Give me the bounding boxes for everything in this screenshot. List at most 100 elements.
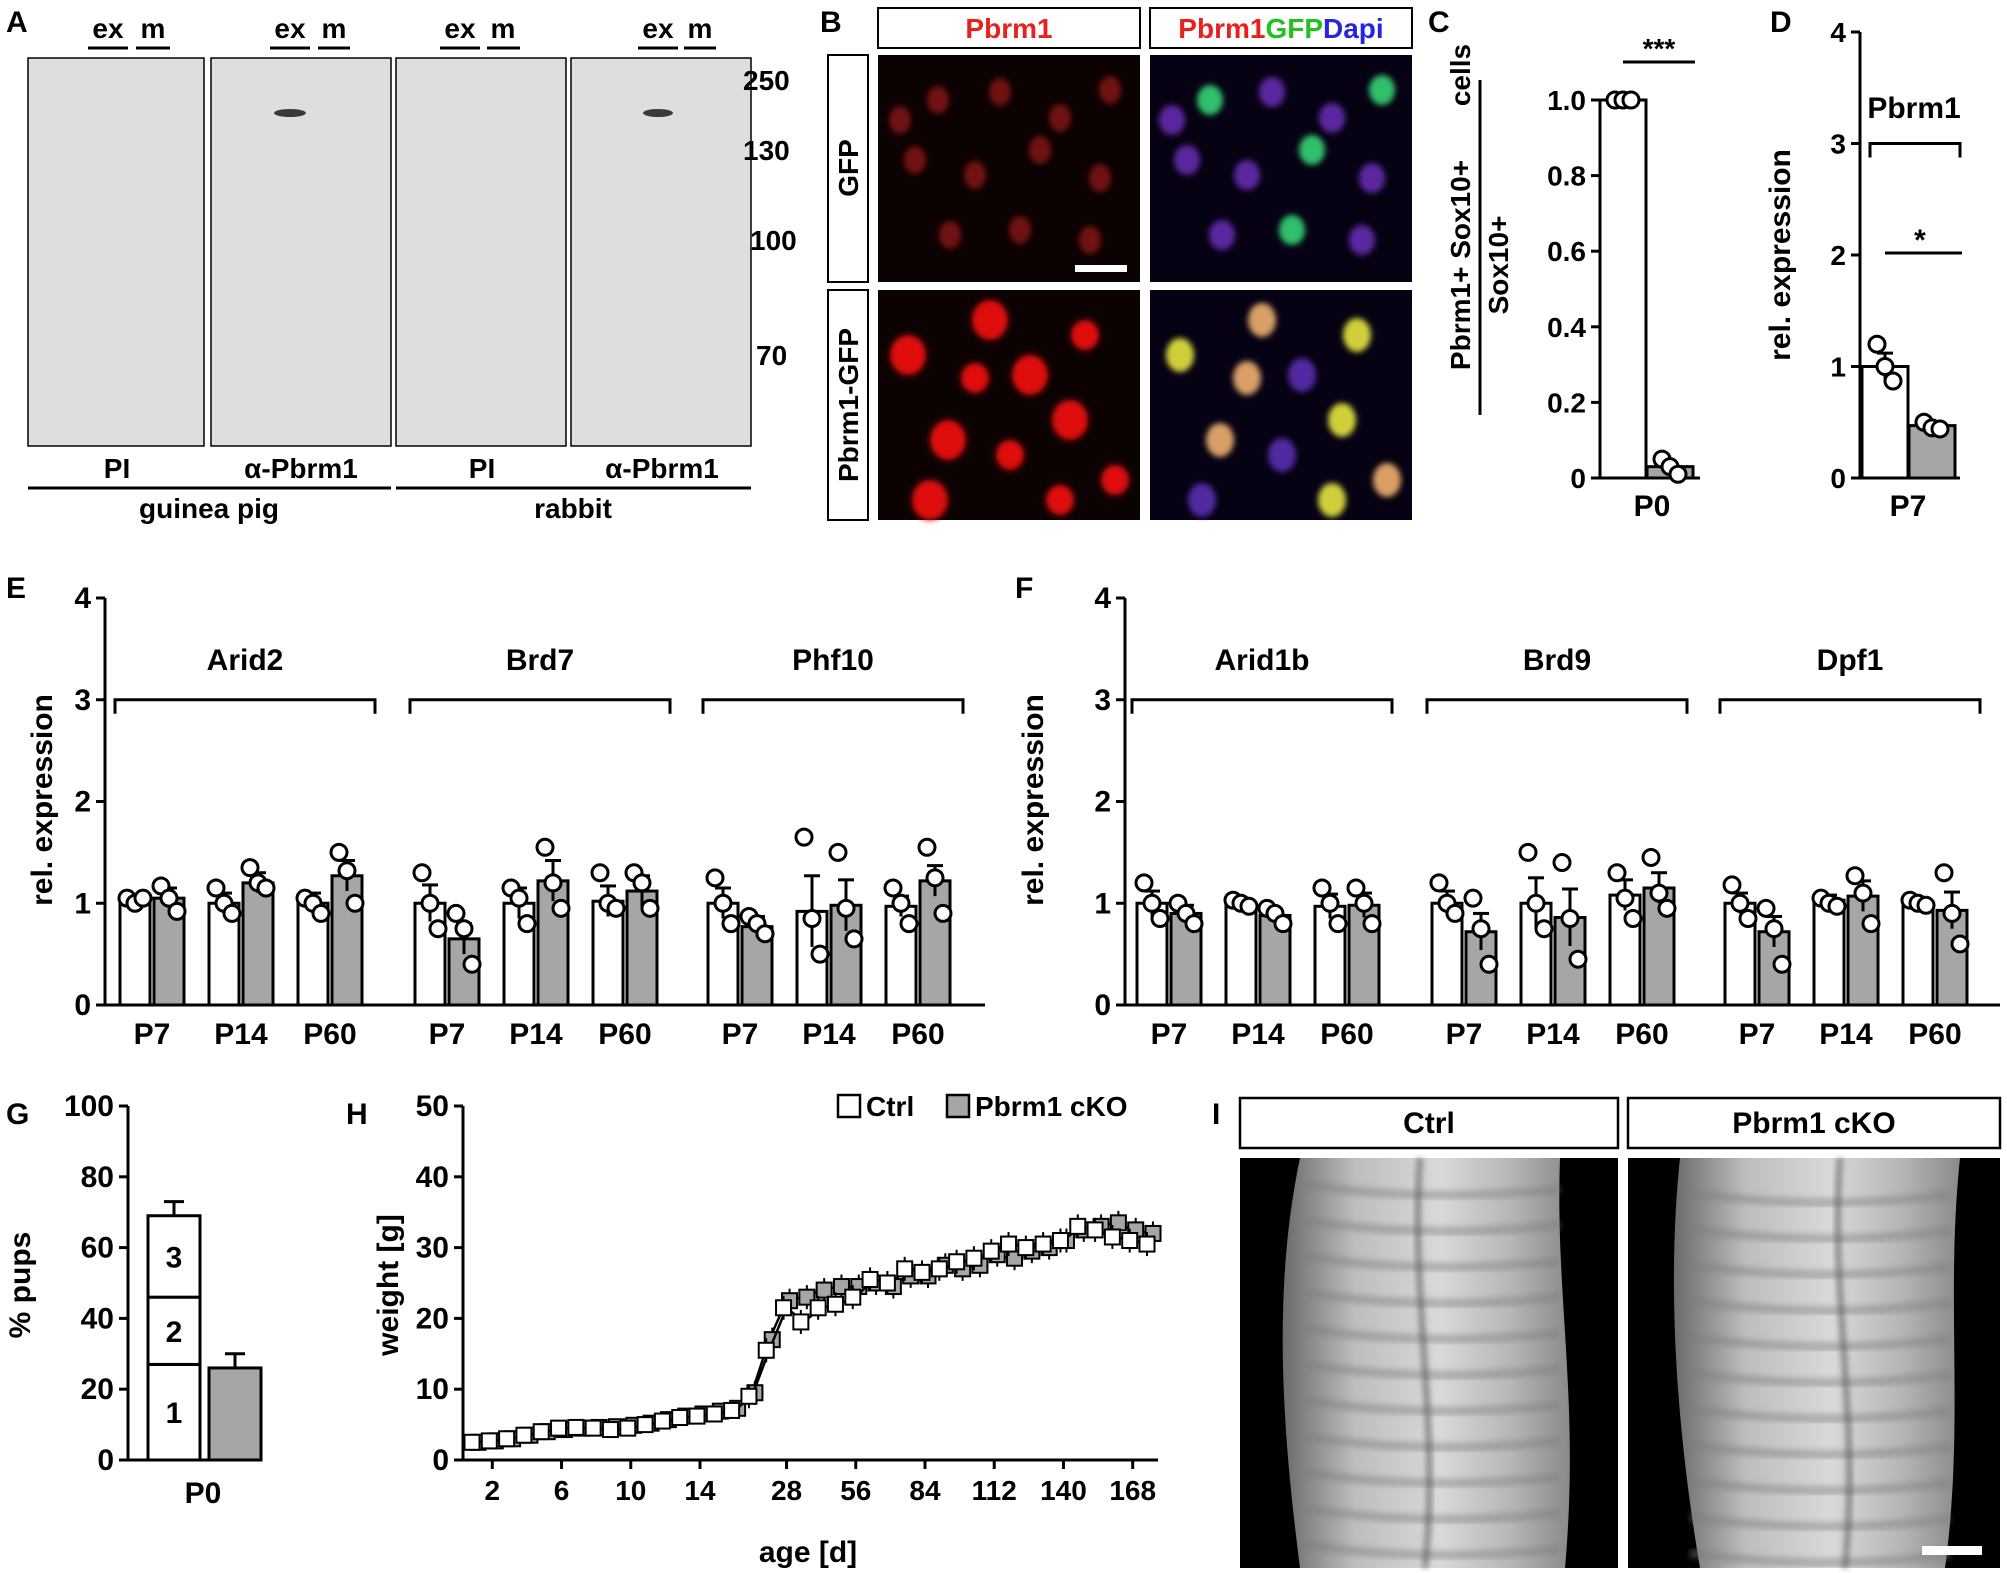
blot-strip	[395, 57, 567, 447]
x-category-label: P60	[1320, 1018, 1373, 1051]
data-point	[1142, 893, 1162, 913]
panel-a: A ex m ex m ex m ex m 250 130 100 70	[6, 6, 797, 524]
chart-d: D 0 1 2 3 4 Pbrm1 * P7 rel. expression	[1764, 6, 1962, 523]
tissue-fold	[1304, 1288, 1561, 1308]
data-point	[1346, 878, 1366, 898]
marker-label: 100	[750, 225, 797, 256]
y-tick-label: 0	[1094, 989, 1111, 1022]
x-tick-label: 14	[684, 1475, 716, 1506]
panel-label: H	[346, 1098, 368, 1131]
chart-e: E 0 1 2 3 4 rel. expression Arid2 P7 P14 P60 Brd7 P7…	[6, 572, 985, 1051]
cell-nucleus	[996, 440, 1024, 470]
blot-strip	[210, 57, 392, 447]
y-label: rel. expression	[26, 694, 59, 906]
panel-label: G	[6, 1098, 29, 1131]
tissue-fold	[1304, 1216, 1561, 1236]
data-point	[1103, 1228, 1121, 1246]
data-point	[713, 893, 733, 913]
data-point	[1942, 903, 1962, 923]
legend-label-cko: Pbrm1 cKO	[975, 1091, 1128, 1122]
gene-label: Brd7	[506, 644, 574, 677]
micrograph-pbrm1gfp-pbrm1	[878, 290, 1140, 520]
data-point	[463, 1433, 481, 1451]
segment-label: 1	[166, 1397, 183, 1430]
data-point	[1445, 903, 1465, 923]
marker-label: 130	[743, 135, 790, 166]
data-point	[1853, 883, 1873, 903]
bar-ctrl	[1598, 98, 1648, 480]
data-point	[636, 1416, 654, 1434]
y-tick-label: 0	[1570, 463, 1586, 494]
x-category-label: P14	[1231, 1018, 1285, 1051]
x-category-label: P60	[1615, 1018, 1668, 1051]
data-point	[222, 903, 242, 923]
tissue-mesentery	[1834, 1157, 1853, 1569]
data-point	[543, 873, 563, 893]
data-point	[590, 863, 610, 883]
y-tick-label: 1.0	[1547, 85, 1586, 116]
panel-label-i: I	[1212, 1098, 1220, 1131]
data-point	[1772, 954, 1792, 974]
cell-nucleus	[1101, 465, 1129, 495]
lane-bottom-label: PI	[104, 453, 130, 484]
tissue-fold	[1689, 1440, 1951, 1460]
cell-nucleus	[1268, 438, 1296, 472]
data-point	[802, 909, 822, 929]
data-point	[584, 1419, 602, 1437]
tissue-fold	[1304, 1540, 1561, 1560]
tissue-mesentery	[1414, 1157, 1433, 1569]
tissue-fold	[1689, 1188, 1951, 1208]
y-label: weight [g]	[372, 1214, 405, 1357]
x-category-label: P7	[134, 1018, 171, 1051]
data-point	[688, 1407, 706, 1425]
data-point	[1621, 90, 1641, 110]
legend-label-ctrl: Ctrl	[866, 1091, 914, 1122]
y-tick-label: 1	[1094, 887, 1111, 920]
y-tick-label: 3	[1830, 129, 1846, 160]
data-point	[671, 1409, 689, 1427]
data-point	[206, 878, 226, 898]
micrograph-cells	[889, 75, 1401, 520]
panel-label: F	[1015, 572, 1033, 605]
segment-label: 3	[166, 1241, 183, 1274]
chart-g: G 0 20 40 60 80 100 1 2 3 P0 % pups	[4, 1090, 263, 1510]
tissue-folds	[1304, 1157, 1951, 1569]
bar-segment	[146, 1214, 202, 1299]
gene-bracket	[1718, 698, 1982, 714]
cell-nucleus	[1319, 103, 1345, 133]
data-point	[826, 1295, 844, 1313]
significance-label: ***	[1643, 33, 1676, 64]
lane-top-label: ex	[92, 13, 124, 44]
species-label: rabbit	[534, 493, 612, 524]
tissue-fold	[1689, 1404, 1951, 1424]
cell-nucleus	[972, 300, 1008, 340]
cell-nucleus	[1279, 215, 1305, 245]
data-point	[878, 1274, 896, 1292]
bar-cko	[829, 903, 863, 1007]
data-point	[1429, 873, 1449, 893]
cell-nucleus	[1299, 135, 1325, 165]
tissue-fold	[1689, 1296, 1951, 1316]
bar-ctrl	[118, 899, 152, 1007]
chart-h: H 0 10 20 30 40 50 weight [g] age [d] 2 6 10 14 28 56 8…	[346, 1090, 1162, 1569]
blot-band	[643, 109, 673, 117]
segment-label: 2	[166, 1316, 183, 1349]
marker-labels: 250 130 100 70	[743, 65, 797, 371]
data-point	[1641, 847, 1661, 867]
y-label: % pups	[4, 1232, 37, 1339]
cell-nucleus	[912, 480, 948, 520]
gene-bracket	[1425, 698, 1689, 714]
legend-swatch-cko	[945, 1093, 971, 1119]
panel-b: B Pbrm1 Pbrm1GFPDapi GFP Pbrm1-GFP	[820, 6, 1413, 521]
x-category-label: P7	[429, 1018, 466, 1051]
data-point	[792, 1313, 810, 1331]
data-point	[1362, 914, 1382, 934]
data-point	[883, 878, 903, 898]
data-point	[705, 1405, 723, 1423]
x-category-label: P14	[802, 1018, 856, 1051]
cell-nucleus	[989, 78, 1011, 106]
x-tick-label: 56	[840, 1475, 871, 1506]
data-point	[428, 919, 448, 939]
data-point	[1328, 914, 1348, 934]
cell-nucleus	[1328, 403, 1356, 437]
